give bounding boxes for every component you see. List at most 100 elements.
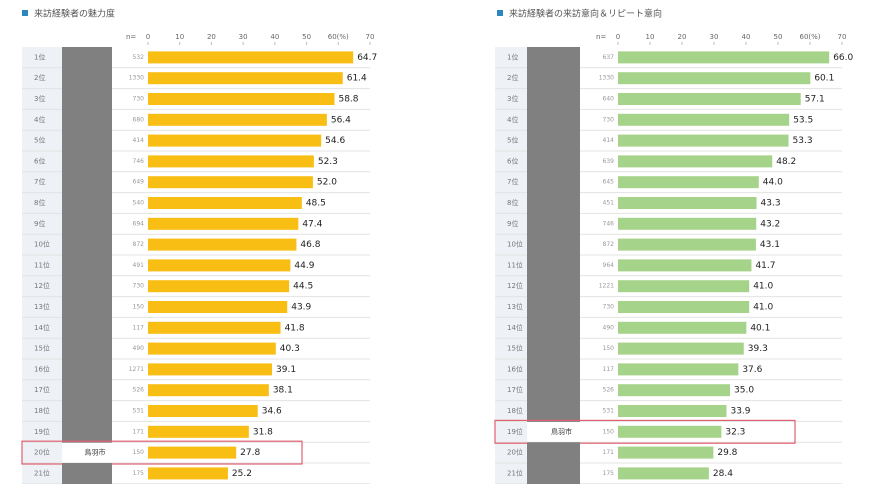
rank-label: 7位	[34, 177, 45, 186]
value-label: 56.4	[331, 115, 351, 125]
value-label: 46.8	[300, 240, 320, 250]
redaction	[62, 400, 112, 422]
value-label: 29.8	[717, 448, 737, 458]
rank-label: 1位	[507, 52, 518, 61]
rank-label: 6位	[507, 156, 518, 165]
bar	[148, 405, 258, 417]
bar	[618, 363, 739, 376]
rank-label: 16位	[507, 364, 523, 373]
n-label: 640	[603, 96, 615, 103]
bar	[618, 446, 714, 459]
value-label: 60.1	[814, 74, 834, 84]
value-label: 43.3	[761, 199, 781, 209]
value-label: 43.1	[760, 240, 780, 250]
redaction	[62, 463, 112, 485]
rank-label: 8位	[507, 198, 518, 207]
rank-label: 5位	[34, 136, 45, 145]
redaction	[527, 67, 580, 90]
value-label: 47.4	[302, 219, 322, 229]
n-label: 1330	[129, 75, 144, 82]
n-label: 171	[133, 428, 145, 435]
value-label: 33.9	[730, 407, 750, 417]
rank-label: 21位	[507, 468, 523, 477]
bar	[618, 155, 773, 168]
redaction	[62, 255, 112, 277]
bar	[618, 405, 727, 417]
highlight	[494, 419, 796, 444]
rank-label: 4位	[507, 115, 518, 124]
value-label: 37.6	[742, 365, 762, 375]
rank-label: 9位	[507, 219, 518, 228]
n-label: 490	[603, 324, 615, 331]
value-label: 40.1	[750, 323, 770, 333]
bar	[618, 280, 750, 293]
rank-label: 21位	[34, 468, 50, 477]
bar	[148, 363, 273, 376]
redaction	[527, 88, 580, 110]
n-label: 1221	[599, 283, 614, 290]
bar	[148, 259, 291, 272]
rank-label: 18位	[34, 406, 50, 415]
redaction	[527, 171, 580, 194]
bar	[148, 155, 314, 168]
value-label: 41.0	[753, 282, 773, 292]
bar	[148, 467, 228, 480]
n-label: 1271	[129, 366, 144, 373]
rank-label: 11位	[34, 260, 50, 269]
value-label: 57.1	[805, 95, 825, 105]
value-label: 44.0	[763, 178, 783, 188]
n-label: 637	[603, 54, 615, 61]
redaction	[62, 421, 112, 443]
n-label: 649	[133, 179, 145, 186]
bar	[148, 113, 327, 126]
value-label: 44.9	[294, 261, 314, 271]
value-label: 27.8	[240, 448, 260, 458]
redaction	[527, 442, 580, 464]
x-tick-label: 30	[710, 33, 719, 41]
value-label: 52.0	[317, 178, 337, 188]
value-label: 39.3	[748, 344, 768, 354]
bar	[148, 51, 354, 64]
x-tick-label: 10	[175, 33, 184, 41]
redaction	[62, 296, 112, 318]
bar	[618, 113, 790, 126]
rank-label: 18位	[507, 406, 523, 415]
rank-label: 4位	[34, 115, 45, 124]
bar	[618, 238, 756, 251]
n-label: 746	[603, 220, 615, 227]
chart-title: 来訪経験者の魅力度	[34, 8, 115, 20]
rank-label: 13位	[34, 302, 50, 311]
bar	[148, 321, 281, 334]
redaction	[527, 359, 580, 381]
x-tick-label: 60(%)	[799, 33, 820, 41]
value-label: 41.0	[753, 303, 773, 313]
bar	[148, 384, 269, 397]
rank-label: 2位	[507, 73, 518, 82]
value-label: 43.9	[291, 303, 311, 313]
rank-label: 2位	[34, 73, 45, 82]
bar	[618, 217, 757, 230]
n-label: 150	[133, 449, 145, 456]
bar	[618, 51, 830, 64]
n-label: 490	[133, 345, 145, 352]
n-label: 964	[603, 262, 615, 269]
rank-label: 13位	[507, 302, 523, 311]
n-label: 451	[603, 200, 615, 207]
value-label: 43.2	[760, 219, 780, 229]
value-label: 48.2	[776, 157, 796, 167]
n-label: 491	[133, 262, 145, 269]
n-label: 171	[603, 449, 615, 456]
rank-label: 19位	[507, 427, 523, 436]
rank-label: 8位	[34, 198, 45, 207]
value-label: 53.5	[793, 115, 813, 125]
redaction	[62, 171, 112, 194]
rank-label: 11位	[507, 260, 523, 269]
redaction	[62, 151, 112, 173]
rank-label: 19位	[34, 427, 50, 436]
redaction	[527, 47, 580, 69]
redaction	[527, 213, 580, 235]
redaction	[527, 463, 580, 485]
bar	[148, 134, 322, 147]
bar	[618, 301, 750, 313]
x-tick-label: 20	[678, 33, 687, 41]
